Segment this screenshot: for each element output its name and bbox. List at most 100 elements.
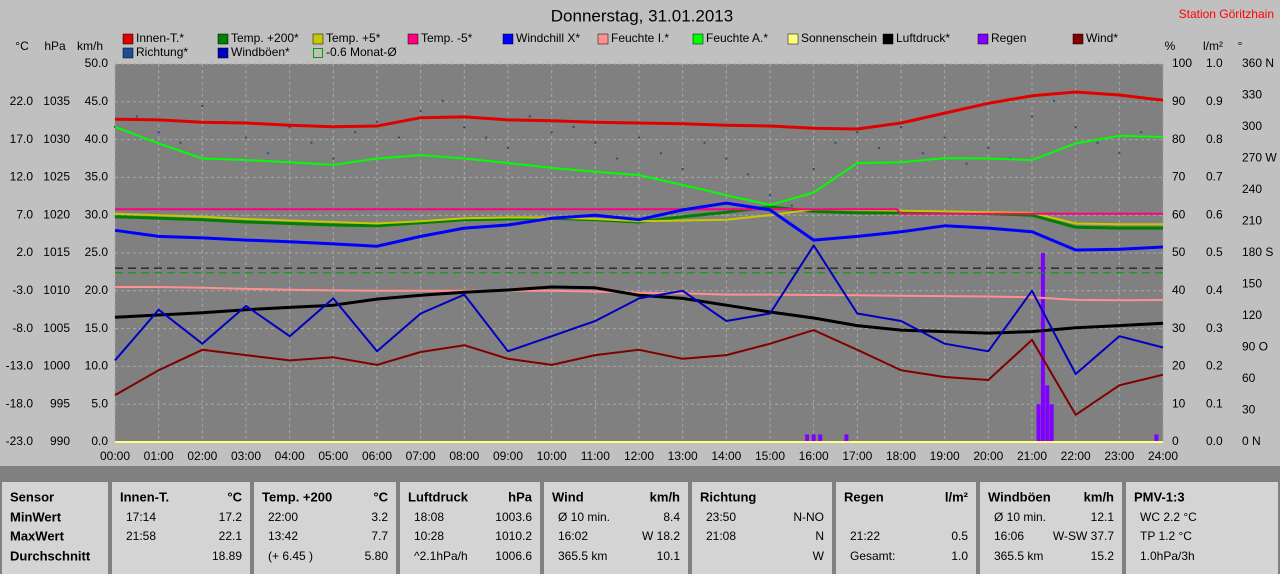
x-tick-label: 05:00 — [318, 449, 348, 463]
column-header: Richtung — [700, 489, 756, 504]
cell-label: (+ 6.45 ) — [268, 549, 313, 563]
series-line — [114, 329, 1164, 416]
y-tick-label: 1010 — [43, 283, 70, 297]
cell-label: 365.5 km — [994, 549, 1043, 563]
series-line — [114, 201, 1164, 252]
direction-point — [528, 115, 531, 118]
y-tick-label: 0.7 — [1206, 170, 1223, 184]
column-unit: hPa — [508, 489, 533, 504]
x-tick-label: 20:00 — [973, 449, 1003, 463]
axes: 00:00 01:00 02:00 03:00 04:00 05:00 06:00 07:00… — [6, 39, 1278, 463]
cell-value: N — [815, 529, 824, 543]
y-tick-label: -3.0 — [12, 283, 33, 297]
y-tick-label: 1035 — [43, 94, 70, 108]
table: Sensor MinWert MaxWert Durchschnitt Innen-T.… — [2, 482, 1278, 574]
axis-unit: km/h — [77, 39, 103, 53]
direction-point — [725, 157, 728, 160]
y-tick-label: 1000 — [43, 359, 70, 373]
y-tick-label: -13.0 — [6, 359, 34, 373]
legend-label: Feuchte A.* — [706, 31, 768, 45]
cell-value: 17.2 — [219, 510, 243, 524]
y-tick-label: 40.0 — [85, 132, 109, 146]
cell-label: 23:50 — [706, 510, 736, 524]
cell-label: 22:00 — [268, 510, 298, 524]
cell-value: 12.1 — [1091, 510, 1115, 524]
legend-swatch — [122, 47, 134, 59]
direction-point — [572, 126, 575, 128]
cell-value: 1010.2 — [495, 529, 532, 543]
legend-swatch — [217, 47, 229, 59]
y-tick-label: 7.0 — [16, 207, 33, 221]
x-tick-label: 22:00 — [1061, 449, 1091, 463]
direction-point — [943, 136, 946, 139]
x-tick-label: 02:00 — [187, 449, 217, 463]
rain-bar — [818, 434, 823, 442]
x-tick-label: 21:00 — [1017, 449, 1047, 463]
direction-point — [659, 152, 662, 155]
cell-value: W-SW 37.7 — [1053, 529, 1114, 543]
legend-label: Innen-T.* — [136, 31, 184, 45]
y-tick-label: 90 — [1172, 94, 1186, 108]
y-tick-label: 360 N — [1242, 56, 1274, 70]
rain-bar — [1040, 253, 1045, 442]
cell-label: 17:14 — [126, 510, 156, 524]
y-tick-label: 990 — [50, 434, 70, 448]
y-tick-label: 0.2 — [1206, 359, 1223, 373]
y-tick-label: 25.0 — [85, 245, 109, 259]
y-tick-label: 180 S — [1242, 245, 1273, 259]
direction-point — [1118, 152, 1121, 155]
legend-swatch — [692, 33, 704, 45]
legend-swatch — [1072, 33, 1084, 45]
y-tick-label: 1015 — [43, 245, 70, 259]
cell-label: WC 2.2 °C — [1140, 510, 1197, 524]
marks — [114, 90, 1164, 443]
y-tick-label: 50 — [1172, 245, 1186, 259]
legend-swatch — [597, 33, 609, 45]
direction-point — [288, 126, 291, 128]
table-cell — [544, 482, 688, 574]
direction-point — [157, 131, 160, 134]
y-tick-label: -18.0 — [6, 396, 34, 410]
cell-label: Durchschnitt — [10, 548, 91, 563]
direction-point — [1031, 115, 1033, 118]
direction-point — [594, 141, 597, 144]
rain-bar — [1036, 404, 1041, 442]
y-tick-label: 10.0 — [85, 359, 109, 373]
y-tick-label: 0.5 — [1206, 245, 1223, 259]
direction-point — [747, 173, 750, 176]
y-tick-label: 0.1 — [1206, 396, 1223, 410]
y-tick-label: 995 — [50, 396, 70, 410]
cell-value: 1.0 — [951, 549, 968, 563]
y-tick-label: 0.4 — [1206, 283, 1223, 297]
station-name: Station Göritzhain — [1179, 7, 1274, 21]
column-unit: km/h — [650, 489, 680, 504]
direction-point — [987, 147, 990, 149]
legend-label: Luftdruck* — [896, 31, 950, 45]
direction-point — [397, 136, 400, 139]
axis-unit: ° — [1238, 39, 1243, 53]
y-tick-label: 15.0 — [85, 321, 109, 335]
direction-point — [681, 168, 684, 170]
legend-swatch — [407, 33, 419, 45]
column-header: Wind — [552, 489, 584, 504]
cell-value: W — [813, 549, 825, 563]
column-header: Sensor — [10, 489, 54, 504]
direction-point — [201, 105, 204, 107]
column-header: Temp. +200 — [262, 489, 332, 504]
y-tick-label: 100 — [1172, 56, 1192, 70]
cell-label: Ø 10 min. — [994, 510, 1046, 524]
y-tick-label: 40 — [1172, 283, 1186, 297]
series-line — [114, 244, 1164, 375]
series-line — [114, 208, 1163, 226]
direction-point — [1140, 131, 1143, 134]
x-tick-label: 12:00 — [624, 449, 654, 463]
direction-point — [856, 131, 859, 134]
direction-point — [419, 110, 422, 113]
y-tick-label: 1005 — [43, 321, 70, 335]
rain-bar — [805, 434, 810, 442]
direction-point — [485, 136, 488, 139]
y-tick-label: 210 — [1242, 214, 1262, 228]
cell-value: 10.1 — [657, 549, 681, 563]
legend-label: Regen — [991, 31, 1026, 45]
